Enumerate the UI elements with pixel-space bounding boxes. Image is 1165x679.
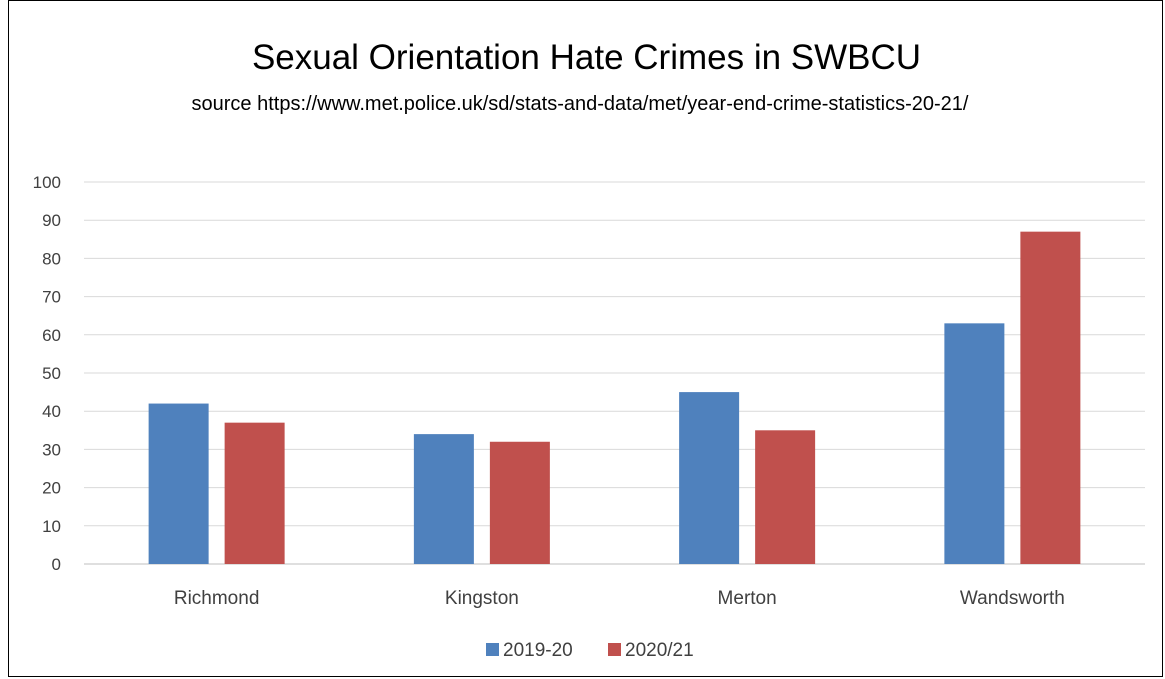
bars	[148, 231, 1081, 564]
y-tick-label: 30	[42, 440, 61, 459]
legend: 2019-20 2020/21	[486, 640, 694, 661]
legend-label: 2020/21	[625, 640, 694, 661]
chart-subtitle: source https://www.met.police.uk/sd/stat…	[191, 93, 969, 115]
bar-merton-series-1	[679, 392, 740, 564]
bar-wandsworth-series-1	[944, 323, 1005, 564]
y-axis-tick-labels: 0 10 20 30 40 50 60 70 80 90 100	[33, 173, 61, 574]
x-category-label: Merton	[718, 588, 777, 609]
bar-richmond-series-1	[148, 403, 209, 564]
y-tick-label: 90	[42, 211, 61, 230]
y-tick-label: 80	[42, 249, 61, 268]
bar-wandsworth-series-2	[1020, 231, 1081, 564]
bar-merton-series-2	[755, 430, 816, 564]
x-category-label: Wandsworth	[960, 588, 1065, 609]
bar-kingston-series-1	[413, 434, 474, 564]
y-tick-label: 10	[42, 517, 61, 536]
y-tick-label: 0	[52, 555, 61, 574]
y-tick-label: 70	[42, 288, 61, 307]
x-category-label: Kingston	[445, 588, 519, 609]
chart-title: Sexual Orientation Hate Crimes in SWBCU	[251, 38, 922, 77]
y-tick-label: 60	[42, 326, 61, 345]
x-category-label: Richmond	[174, 588, 260, 609]
x-axis-category-labels: Richmond Kingston Merton Wandsworth	[174, 588, 1065, 609]
y-tick-label: 40	[42, 402, 61, 421]
y-tick-label: 100	[33, 173, 61, 192]
y-tick-label: 20	[42, 479, 61, 498]
bar-kingston-series-2	[489, 441, 550, 564]
y-tick-label: 50	[42, 364, 61, 383]
legend-swatch	[486, 643, 499, 656]
bar-richmond-series-2	[224, 422, 285, 564]
legend-label: 2019-20	[503, 640, 573, 661]
legend-swatch	[608, 643, 621, 656]
